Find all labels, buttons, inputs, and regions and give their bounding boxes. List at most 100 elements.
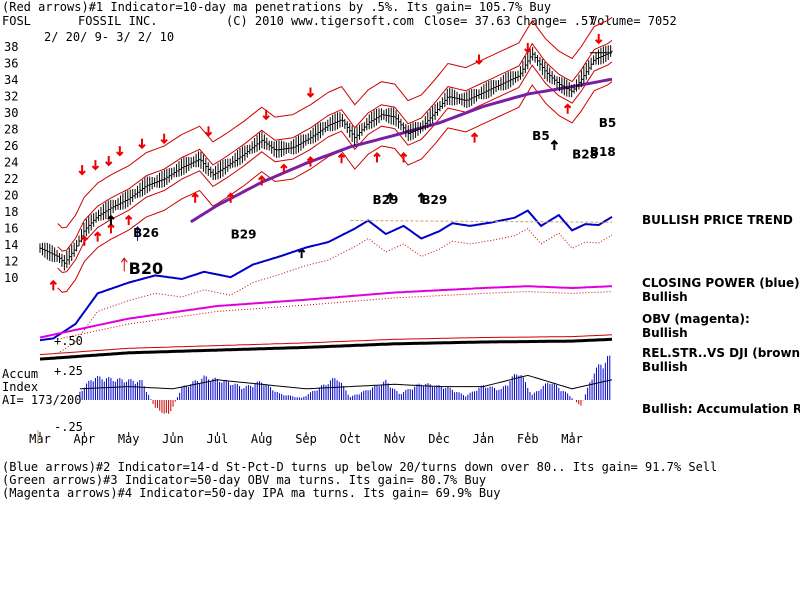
red-arrow-down-head [105,161,113,167]
red-arrow-up-head [49,279,58,286]
black-arrow-up-head [386,192,395,198]
inner-upper-band [57,40,613,252]
red-arrow-down-head [138,143,146,150]
accum-plus25: +.25 [54,364,83,378]
relstr-line [39,337,613,361]
red-arrow-up-head [124,214,133,220]
y-tick-label: 18 [4,205,18,219]
black-arrow-up-head [550,139,559,145]
cp-trend-dash [350,220,613,223]
obv-ma [57,291,613,340]
signal-label: B5 [599,116,617,130]
y-tick-label: 12 [4,255,18,269]
y-tick-label: 38 [4,40,18,54]
y-tick-label: 14 [4,238,18,252]
x-tick-label: Jun [162,432,184,446]
y-tick-label: 30 [4,106,18,120]
y-tick-label: 28 [4,123,18,137]
close-value: Close= 37.63 [424,14,511,28]
signal-label: B29 [421,193,447,207]
signal-label: B28 [572,147,598,161]
label-obv-state: Bullish [642,326,688,340]
y-tick-label: 22 [4,172,18,186]
footer-line1: (Blue arrows)#2 Indicator=14-d St-Pct-D … [2,460,718,474]
company-name: FOSSIL INC. [78,14,158,28]
y-tick-label: 26 [4,139,18,153]
red-arrow-up-head [191,192,199,198]
x-tick-label: Mar [29,432,51,446]
ticker-symbol: FOSL [2,14,31,28]
label-closing-power: CLOSING POWER (blue): [642,276,800,290]
label-closing-power-state: Bullish [642,290,688,304]
accum-label-3: AI= 173/200 [2,393,82,407]
red-arrow-up-head [257,175,266,181]
black-arrow-up-head [107,214,115,220]
signal-label: B20 [129,259,163,278]
red-arrow-down-head [524,48,532,54]
label-accum-state: Bullish: Accumulation Rising [642,402,800,416]
red-arrow-down-head [78,170,86,176]
obv-line [39,285,613,339]
red-arrow-down-head [204,131,213,137]
x-tick-label: Oct [340,432,362,446]
copyright-label: (C) 2010 www.tigersoft.com [226,14,414,28]
red-arrow-up-head [337,152,346,158]
label-relstr-state: Bullish [642,360,688,374]
red-arrow-down-head [116,151,124,157]
red-arrow-up-head [93,231,102,237]
inner-lower-band [57,61,613,274]
red-arrow-down-head [160,138,168,145]
accum-minus25: -.25 [54,420,83,434]
relstr-ma [39,334,613,356]
y-tick-label: 34 [4,73,18,87]
ma50-line [190,77,613,224]
signal-label: B26 [133,226,159,240]
red-arrow-up-head [306,156,315,162]
x-tick-label: Feb [517,432,539,446]
red-arrow-up-head [80,235,89,241]
signal-label: B29 [373,193,399,207]
signal-label: B18 [590,145,616,159]
red-arrow-up-head [373,152,381,158]
accum-plus50: +.50 [54,334,83,348]
accum-ma-line [79,374,613,390]
closing-power-ma [57,227,613,354]
x-tick-label: Dec [428,432,450,446]
red-arrow-down-head [594,39,603,45]
x-tick-label: Jan [473,432,495,446]
black-arrow-up-head [417,192,426,198]
y-tick-label: 32 [4,90,18,104]
x-tick-label: May [118,432,140,446]
y-tick-label: 36 [4,57,18,71]
red-thin-arrow [120,257,128,272]
label-obv: OBV (magenta): [642,312,750,326]
x-tick-label: Jul [207,432,229,446]
x-tick-label: Nov [384,432,406,446]
blue-arrow-up [134,225,141,241]
x-tick-label: Aug [251,432,273,446]
header-line1: (Red arrows)#1 Indicator=10-day ma penet… [2,0,552,14]
red-arrow-up-head [399,152,408,158]
y-tick-label: 10 [4,271,18,285]
accum-label-2: Index [2,380,39,394]
closing-power-line [39,209,613,342]
label-relstr: REL.STR..VS DJI (brown): [642,346,800,360]
red-arrow-up-head [470,132,479,138]
red-arrow-down-head [91,165,100,171]
footer-line2: (Green arrows)#3 Indicator=50-day OBV ma… [2,473,487,487]
upper-band [57,16,613,229]
y-tick-label: 24 [4,156,18,170]
red-arrow-up-head [563,103,572,109]
red-arrow-down-head [475,59,483,65]
red-arrow-down-head [262,115,270,121]
x-tick-label: Apr [73,432,95,446]
date-range: 2/ 20/ 9- 3/ 2/ 10 [44,30,175,44]
accum-label-1: Accum [2,367,39,381]
signal-label: B29 [231,227,257,241]
x-tick-label: Mar [561,432,583,446]
y-tick-label: 20 [4,189,18,203]
y-tick-label: 16 [4,222,18,236]
label-bullish-trend: BULLISH PRICE TREND [642,213,793,227]
red-arrow-up-head [226,192,235,198]
